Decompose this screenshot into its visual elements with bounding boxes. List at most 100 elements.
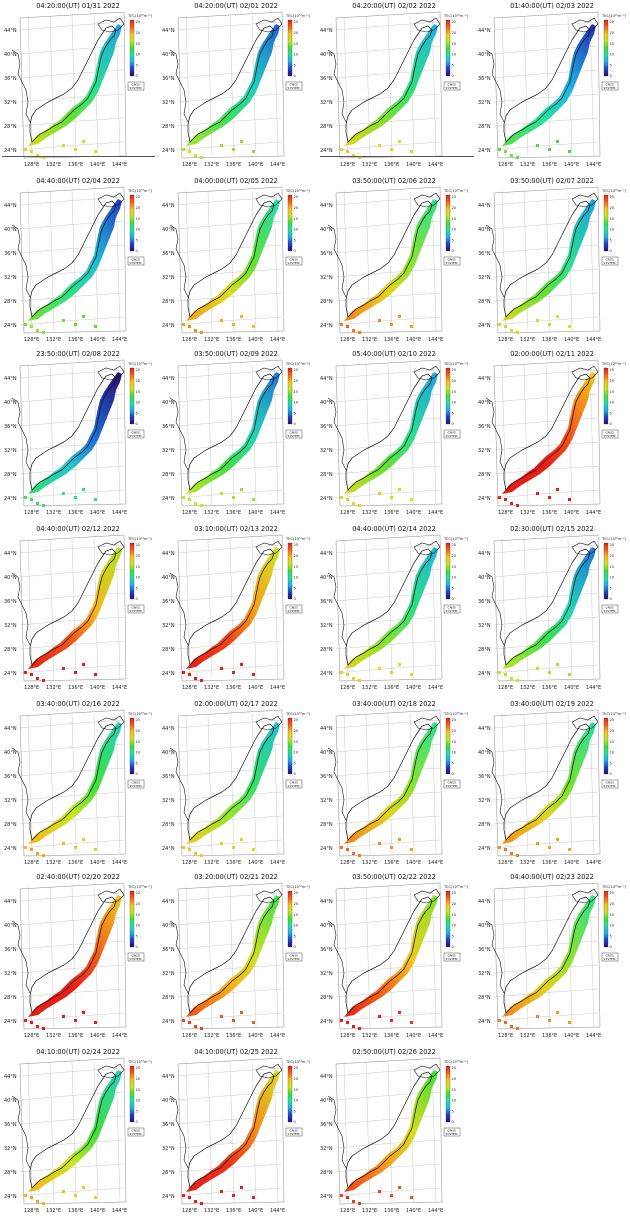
map-figure: 44°N 40°N 36°N 32°N 28°N 24°N 128°E 132°E 136°E 1…	[320, 882, 469, 1039]
panel-title: 03:40:00(UT) 02/19 2022	[510, 700, 594, 708]
colorbar-tick-label: 5	[294, 1109, 296, 1113]
colorbar-tick-label: 0	[136, 422, 139, 426]
colorbar-tick-label: 15	[452, 1088, 457, 1092]
tec-map-panel: 03:40:00(UT) 02/16 2022 44°N 40°N 36°N 32°N 2…	[2, 700, 154, 872]
latitude-label: 32°N	[320, 623, 333, 629]
longitude-label: 140°E	[248, 685, 263, 691]
map-figure: 44°N 40°N 36°N 32°N 28°N 24°N 128°E 132°E 136°E 1…	[4, 534, 153, 691]
latitude-label: 44°N	[320, 726, 333, 732]
longitude-gridline	[343, 190, 349, 332]
latitude-label: 44°N	[320, 28, 333, 34]
tec-sample-point	[556, 663, 559, 666]
colorbar-tick-label: 15	[610, 217, 615, 221]
longitude-gridline	[229, 1061, 235, 1203]
colorbar	[445, 1065, 451, 1123]
tec-sample-point	[232, 496, 235, 499]
tec-field	[502, 547, 596, 669]
colorbar	[603, 542, 609, 600]
tec-sample-point	[410, 848, 413, 851]
badge-line1: GNSS	[290, 606, 298, 610]
map-figure: 44°N 40°N 36°N 32°N 28°N 24°N 128°E 132°E 136°E 1…	[4, 11, 153, 168]
latitude-label: 28°N	[4, 299, 17, 305]
latitude-gridline	[177, 268, 283, 278]
latitude-label: 28°N	[320, 995, 333, 1001]
badge-line1: GNSS	[290, 258, 298, 262]
tec-sample-point	[498, 323, 501, 326]
tec-sample-point	[536, 667, 539, 670]
japan-coastline	[345, 373, 433, 491]
japan-coastline	[187, 373, 275, 491]
colorbar-tick-label: 5	[452, 63, 454, 67]
latitude-gridline	[335, 664, 441, 674]
badge-line1: GNSS	[606, 781, 614, 785]
panel-title: 03:50:00(UT) 02/06 2022	[352, 177, 436, 185]
tec-sample-point	[390, 671, 393, 674]
colorbar-tick-label: 15	[294, 1088, 299, 1092]
tec-map-panel: 02:50:00(UT) 02/26 2022 44°N 40°N 36°N 32°N 2…	[318, 1048, 470, 1220]
colorbar-tick-label: 25	[610, 20, 615, 24]
tec-map-panel: 04:20:00(UT) 02/02 2022 44°N 40°N 36°N 32°N 2…	[318, 2, 470, 174]
colorbar-tick-label: 15	[610, 913, 615, 917]
latitude-label: 24°N	[320, 846, 333, 852]
longitude-label: 136°E	[68, 1033, 83, 1039]
colorbar	[129, 542, 135, 600]
colorbar-tick-label: 25	[452, 891, 457, 895]
colorbar	[445, 717, 451, 775]
continent-coastline	[327, 224, 347, 298]
tec-sample-point	[510, 677, 513, 680]
longitude-label: 128°E	[24, 1208, 39, 1214]
colorbar-tick-label: 25	[294, 543, 299, 547]
tec-sample-point	[346, 673, 349, 676]
latitude-label: 40°N	[162, 400, 175, 406]
tec-sample-point	[410, 150, 413, 153]
latitude-gridline	[177, 369, 283, 379]
tec-sample-point	[358, 1027, 361, 1030]
latitude-label: 36°N	[320, 1122, 333, 1128]
colorbar-tick-label: 5	[294, 411, 296, 415]
longitude-label: 132°E	[362, 1208, 377, 1214]
colorbar-tick-label: 5	[136, 934, 138, 938]
latitude-gridline	[19, 489, 125, 499]
tec-sample-point	[398, 488, 401, 491]
tec-sample-point	[94, 848, 97, 851]
badge-line2: SYSTEM	[288, 86, 300, 90]
tec-map-panel: 23:50:00(UT) 02/08 2022 44°N 40°N 36°N 32°N 2…	[2, 350, 154, 522]
colorbar-tick-label: 25	[136, 368, 141, 372]
hokkaido-coastline	[97, 540, 125, 556]
tec-sample-point	[378, 144, 381, 147]
longitude-label: 128°E	[340, 337, 355, 343]
continent-coastline	[169, 1095, 189, 1169]
latitude-gridline	[493, 544, 599, 554]
longitude-label: 144°E	[586, 337, 601, 343]
latitude-label: 24°N	[162, 671, 175, 677]
tec-sample-point	[548, 1019, 551, 1022]
tec-sample-point	[536, 144, 539, 147]
latitude-label: 24°N	[162, 496, 175, 502]
longitude-label: 144°E	[112, 685, 127, 691]
latitude-label: 36°N	[478, 251, 491, 257]
latitude-label: 40°N	[4, 400, 17, 406]
tec-sample-point	[74, 1194, 77, 1197]
latitude-label: 32°N	[162, 1146, 175, 1152]
tec-field	[186, 895, 280, 1017]
map-frame	[177, 1057, 285, 1205]
badge-line2: SYSTEM	[604, 261, 616, 265]
badge-line1: GNSS	[132, 83, 140, 87]
tec-map-panel: 04:40:00(UT) 02/04 2022 44°N 40°N 36°N 32°N 2…	[2, 177, 154, 349]
latitude-label: 40°N	[162, 227, 175, 233]
tec-sample-point	[220, 492, 223, 495]
latitude-gridline	[335, 892, 441, 902]
tec-field	[28, 722, 122, 844]
badge-line1: GNSS	[132, 606, 140, 610]
latitude-label: 24°N	[162, 148, 175, 154]
colorbar-tick-label: 25	[294, 891, 299, 895]
colorbar-tick-label: 5	[610, 934, 612, 938]
latitude-gridline	[177, 196, 283, 206]
colorbar	[287, 194, 293, 252]
latitude-label: 44°N	[320, 551, 333, 557]
longitude-label: 140°E	[406, 337, 421, 343]
tec-map-panel: 03:50:00(UT) 02/06 2022 44°N 40°N 36°N 32°N 2…	[318, 177, 470, 349]
colorbar-tick-label: 15	[294, 740, 299, 744]
longitude-label: 132°E	[46, 162, 61, 168]
map-figure: 44°N 40°N 36°N 32°N 28°N 24°N 128°E 132°E 136°E 1…	[478, 534, 627, 691]
